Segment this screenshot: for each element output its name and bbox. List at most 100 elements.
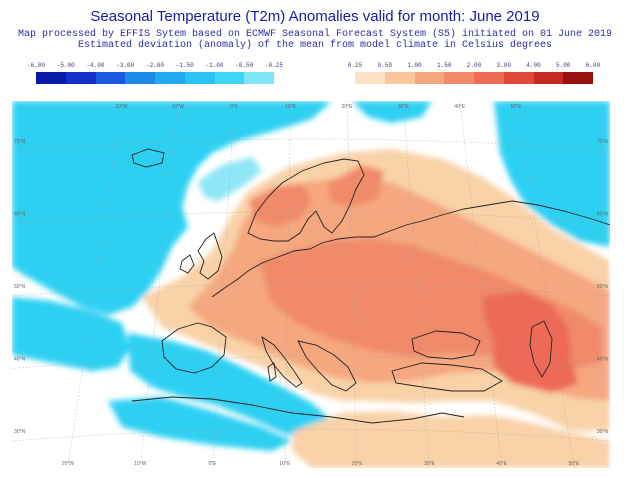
legend_cold-tick-label: -4.00 <box>86 62 105 69</box>
coordinate-tick-label: 40°E <box>496 461 508 467</box>
legend_warm-tick-label: 4.00 <box>526 62 541 69</box>
coastline-balkans <box>297 340 357 392</box>
coastline-italy <box>261 335 303 388</box>
coordinate-tick-label: 40°E <box>454 104 466 110</box>
legend_cold-color-swatch <box>214 72 245 84</box>
legend_cold-tick-label: -5.00 <box>56 62 75 69</box>
coordinate-tick-label: 30°E <box>398 104 410 110</box>
legend_warm-color-swatch <box>533 72 564 84</box>
coastline-iceland <box>131 148 165 168</box>
legend_warm-tick-label: 1.00 <box>407 62 422 69</box>
cold-light-ring <box>198 157 262 201</box>
coastlines <box>131 148 610 424</box>
legend_warm-tick-label: 0.50 <box>377 62 392 69</box>
coordinate-tick-label: 70°N <box>14 139 26 145</box>
legend_cold-color-swatch <box>184 72 215 84</box>
warm-mid-scandinavia <box>248 183 312 227</box>
cold-legend-labels: -6.00 -5.00 -4.00 -3.00 -2.00 -1.50 -1.00 -0.50… <box>27 62 283 72</box>
legend_warm-color-swatch <box>563 72 593 84</box>
meridian-line <box>346 101 358 468</box>
coordinate-tick-label: 20°W <box>62 461 75 467</box>
parallel-line <box>12 428 610 442</box>
coordinate-tick-label: 10°E <box>285 104 297 110</box>
coastline-british-isles <box>179 232 223 280</box>
legend_cold-color-swatch <box>155 72 185 84</box>
legend_warm-tick-label: 3.00 <box>496 62 511 69</box>
legend_cold-tick-label: -1.00 <box>205 62 224 69</box>
cold-anomaly-atlantic-north <box>12 101 332 315</box>
legend_cold-tick-label: -2.00 <box>145 62 165 69</box>
coordinate-tick-label: 30°E <box>424 461 436 467</box>
cold-anomaly-siberia <box>494 101 610 247</box>
legend_cold-tick-label: -0.25 <box>264 62 284 69</box>
coordinate-tick-label: 60°N <box>597 212 609 218</box>
warm-legend-labels: 0.25 0.50 1.00 1.50 2.00 3.00 4.00 5.00 6.00 <box>348 62 600 72</box>
coordinate-tick-label: 40°N <box>597 357 609 363</box>
coordinate-tick-label: 60°N <box>14 212 26 218</box>
coordinate-tick-label: 50°N <box>14 284 26 290</box>
coordinate-tick-label: 50°N <box>597 284 609 290</box>
legend_cold-color-swatch <box>65 72 96 84</box>
parallel-line <box>12 211 610 224</box>
legend_warm-tick-label: 6.00 <box>585 62 601 69</box>
parallel-line <box>12 356 610 369</box>
legend_warm-tick-label: 2.00 <box>466 62 482 69</box>
legend_cold-color-swatch <box>125 72 155 84</box>
coordinate-tick-label: 20°E <box>342 104 354 110</box>
legend_warm-color-swatch <box>355 72 385 84</box>
legend_cold-color-swatch <box>95 72 126 84</box>
legend_cold-color-swatch <box>36 72 66 84</box>
cold-legend-colorbar <box>36 72 274 84</box>
legend_warm-color-swatch <box>444 72 474 84</box>
coordinate-tick-label: 10°W <box>172 104 185 110</box>
cold-anomaly-barents <box>352 101 432 123</box>
legend_warm-color-swatch <box>503 72 534 84</box>
coordinate-tick-label: 30°N <box>597 429 609 435</box>
legend_warm-tick-label: 0.25 <box>347 62 363 69</box>
coordinate-tick-label: 0°E <box>230 104 239 110</box>
coastline-caspian <box>529 320 553 378</box>
cold-anomaly-north-africa-coast <box>108 397 292 451</box>
meridian-line <box>515 101 575 468</box>
legend_warm-tick-label: 5.00 <box>556 62 571 69</box>
coordinate-tick-label: 70°N <box>597 139 609 145</box>
coordinate-tick-label: 10°E <box>279 461 291 467</box>
coordinate-tick-label: 50°E <box>511 104 523 110</box>
coordinate-tick-label: 10°W <box>134 461 147 467</box>
meridian-line <box>67 101 122 468</box>
coordinate-tick-label: 30°N <box>14 429 26 435</box>
coastline-sardinia <box>267 362 277 382</box>
legend_cold-color-swatch <box>244 72 274 84</box>
legend_warm-tick-label: 1.50 <box>437 62 452 69</box>
legend_warm-color-swatch <box>474 72 504 84</box>
legend_cold-tick-label: -0.50 <box>235 62 254 69</box>
anomaly-map: 20°W 10°W 0°E 10°E 20°E 30°E 40°E 50°E 20°W 10°W 0… <box>12 101 610 468</box>
coastline-scandinavia <box>247 158 365 242</box>
warm-legend-colorbar <box>355 72 593 84</box>
warm-light-north-africa <box>292 411 610 468</box>
warm-mid-finland <box>328 165 384 207</box>
axis-ticks: 20°W 10°W 0°E 10°E 20°E 30°E 40°E 50°E 20°W 10°W 0… <box>14 104 608 467</box>
map-units-note: Estimated deviation (anomaly) of the mea… <box>77 40 553 51</box>
legend_warm-color-swatch <box>414 72 445 84</box>
map-title: Seasonal Temperature (T2m) Anomalies val… <box>90 8 540 25</box>
warm-strong-black-sea <box>492 347 578 393</box>
legend_cold-tick-label: -6.00 <box>26 62 46 69</box>
coordinate-tick-label: 40°N <box>14 357 26 363</box>
coordinate-tick-label: 20°W <box>115 104 128 110</box>
legend_cold-tick-label: -1.50 <box>175 62 194 69</box>
legend_warm-color-swatch <box>384 72 415 84</box>
graticule <box>12 101 610 468</box>
coastline-anatolia <box>391 362 503 392</box>
coordinate-tick-label: 0°E <box>209 461 218 467</box>
parallel-line <box>12 283 610 297</box>
coastline-north-africa <box>131 396 465 424</box>
anomaly-fields <box>12 101 610 468</box>
coastline-black-sea <box>411 330 481 360</box>
meridian-line <box>284 101 291 468</box>
cold-anomaly-mid-atlantic <box>12 297 130 371</box>
coastline-iberia <box>161 322 227 374</box>
coordinate-tick-label: 50°E <box>569 461 581 467</box>
coastline-continent <box>211 200 610 298</box>
parallel-line <box>12 138 610 152</box>
